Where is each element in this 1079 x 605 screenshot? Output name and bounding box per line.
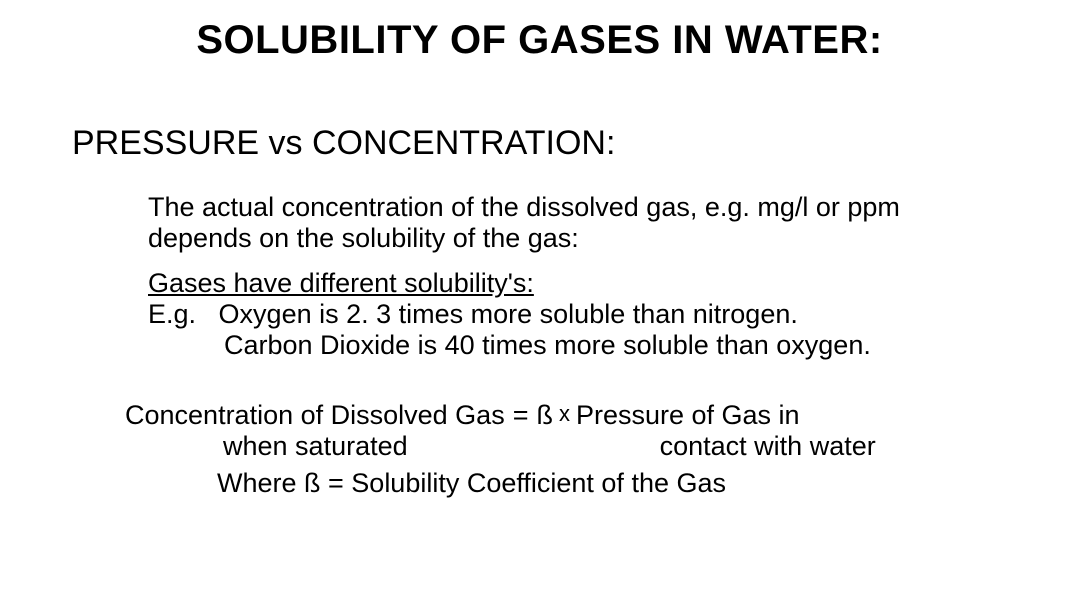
- equation-lhs-top: Concentration of Dissolved Gas: [125, 400, 505, 431]
- example-line-2: Carbon Dioxide is 40 times more soluble …: [224, 330, 871, 361]
- equation-where: Where ß = Solubility Coefficient of the …: [217, 468, 1005, 499]
- times-symbol: x: [559, 401, 570, 432]
- equation-rhs-bottom: contact with water: [660, 431, 876, 462]
- solubility-heading: Gases have different solubility's:: [148, 268, 534, 298]
- equation-lhs-bottom: when saturated: [223, 431, 408, 462]
- slide: SOLUBILITY OF GASES IN WATER: PRESSURE v…: [0, 0, 1079, 605]
- eg-label: E.g.: [148, 299, 196, 329]
- example-line-1: Oxygen is 2. 3 times more soluble than n…: [219, 299, 798, 329]
- slide-title: SOLUBILITY OF GASES IN WATER:: [0, 18, 1079, 63]
- section-heading: PRESSURE vs CONCENTRATION:: [72, 124, 615, 163]
- equation-row-2: when saturated contact with water: [125, 431, 1005, 462]
- beta-symbol: ß: [536, 400, 553, 431]
- equation-row-1: Concentration of Dissolved Gas = ß x Pre…: [125, 400, 1005, 431]
- equation-block: Concentration of Dissolved Gas = ß x Pre…: [125, 400, 1005, 499]
- solubility-block: Gases have different solubility's: E.g. …: [148, 268, 1008, 361]
- intro-paragraph: The actual concentration of the dissolve…: [148, 192, 1008, 254]
- equals-sign: =: [513, 400, 529, 431]
- equation-rhs-top: Pressure of Gas in: [576, 400, 800, 431]
